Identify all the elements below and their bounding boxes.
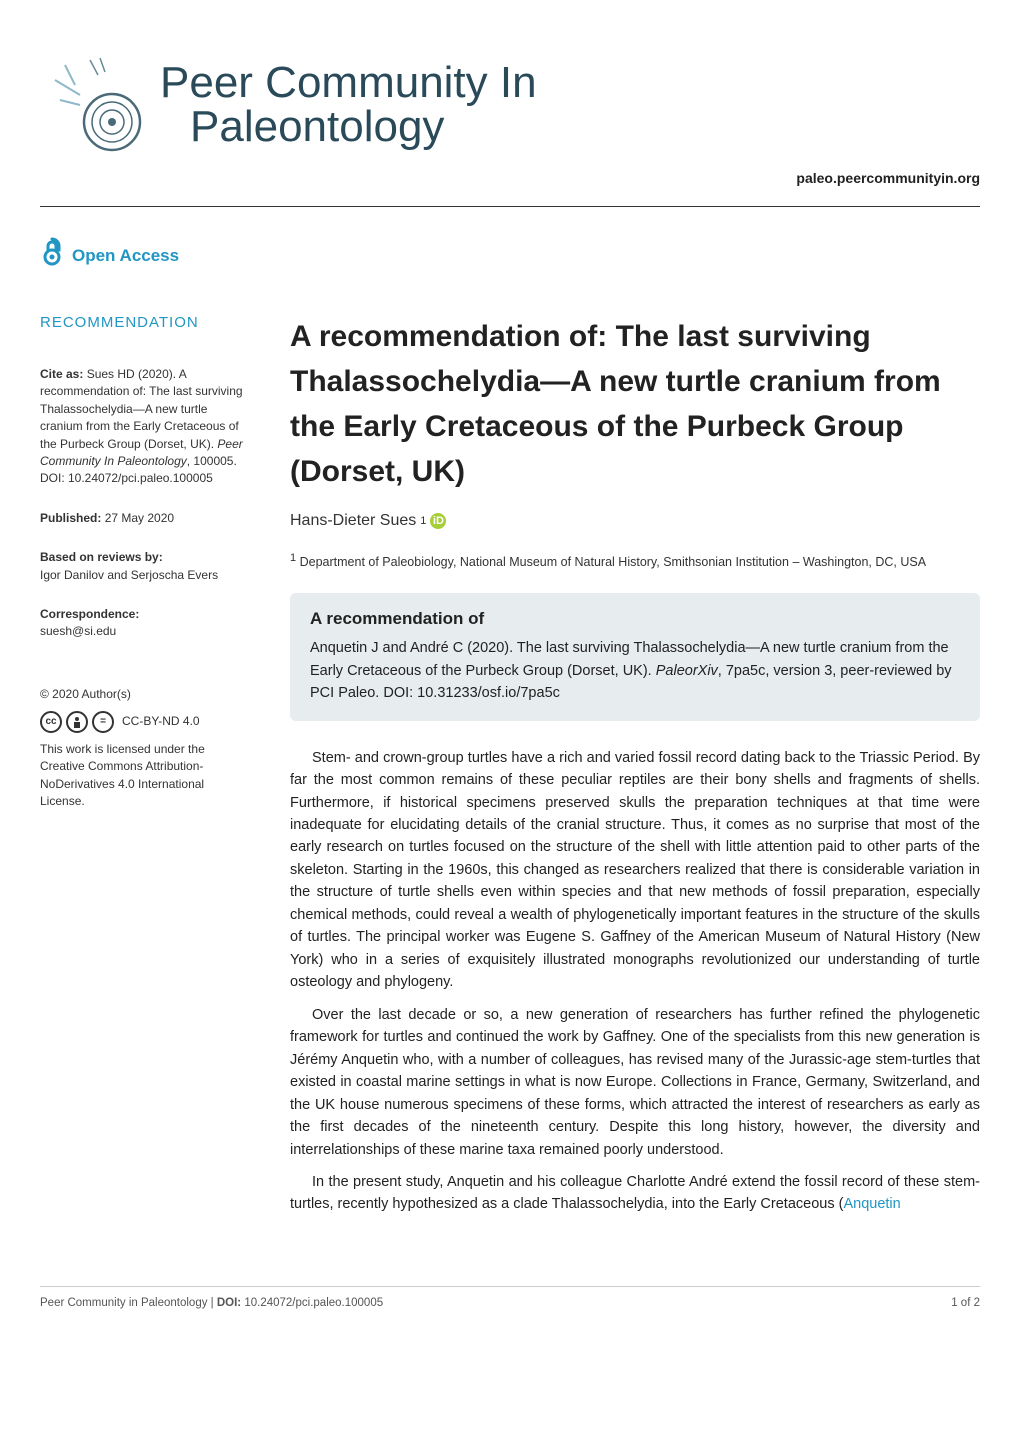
recommendation-label: RECOMMENDATION — [40, 314, 250, 331]
open-access-label: Open Access — [72, 246, 179, 266]
affil-sup: 1 — [290, 552, 296, 564]
footer-page-number: 1 of 2 — [951, 1297, 980, 1309]
footer-left-prefix: Peer Community in Paleontology | — [40, 1297, 217, 1309]
license-short: CC-BY-ND 4.0 — [122, 713, 200, 730]
footer-doi[interactable]: 10.24072/pci.paleo.100005 — [244, 1297, 383, 1309]
reviewers-block: Based on reviews by: Igor Danilov and Se… — [40, 549, 250, 584]
nd-icon: = — [92, 711, 114, 733]
page-footer: Peer Community in Paleontology | DOI: 10… — [40, 1286, 980, 1309]
correspondence-label: Correspondence: — [40, 607, 139, 621]
logo-text: Peer Community In Paleontology — [160, 61, 537, 149]
logo-fossil-art — [40, 50, 150, 160]
orcid-icon[interactable]: iD — [430, 513, 446, 529]
cite-as-block: Cite as: Sues HD (2020). A recommendatio… — [40, 366, 250, 488]
reviewers-value: Igor Danilov and Serjoscha Evers — [40, 568, 218, 582]
logo-wrap: Peer Community In Paleontology — [40, 50, 980, 160]
recommendation-box: A recommendation of Anquetin J and André… — [290, 593, 980, 720]
header-rule — [40, 206, 980, 207]
license-row: cc = CC-BY-ND 4.0 — [40, 711, 250, 733]
footer-doi-label: DOI: — [217, 1297, 244, 1309]
main-content: A recommendation of: The last surviving … — [290, 314, 980, 1226]
affil-text: Department of Paleobiology, National Mus… — [300, 555, 926, 569]
reviewers-label: Based on reviews by: — [40, 550, 163, 564]
by-icon — [66, 711, 88, 733]
body-paragraph-3: In the present study, Anquetin and his c… — [290, 1171, 980, 1216]
author-name: Hans-Dieter Sues — [290, 512, 416, 530]
citation-link[interactable]: Anquetin — [843, 1196, 900, 1212]
logo-text-line1: Peer Community In — [160, 58, 537, 107]
published-value: 27 May 2020 — [105, 511, 174, 525]
author-affil-sup: 1 — [420, 515, 426, 527]
article-title: A recommendation of: The last surviving … — [290, 314, 980, 494]
body-paragraph-2: Over the last decade or so, a new genera… — [290, 1004, 980, 1161]
cite-as-label: Cite as: — [40, 367, 83, 381]
footer-left: Peer Community in Paleontology | DOI: 10… — [40, 1297, 383, 1309]
published-block: Published: 27 May 2020 — [40, 510, 250, 527]
copyright-block: © 2020 Author(s) cc = CC-BY-ND 4.0 This … — [40, 686, 250, 811]
rec-box-heading: A recommendation of — [310, 609, 960, 629]
correspondence-block: Correspondence: suesh@si.edu — [40, 606, 250, 641]
rec-box-journal: PaleorXiv — [656, 663, 718, 679]
open-access-icon — [40, 237, 64, 274]
open-access-badge: Open Access — [40, 237, 980, 274]
published-label: Published: — [40, 511, 101, 525]
body-paragraph-1: Stem- and crown-group turtles have a ric… — [290, 747, 980, 994]
cc-icons: cc = — [40, 711, 114, 733]
author-line: Hans-Dieter Sues 1 iD — [290, 512, 980, 530]
cc-icon: cc — [40, 711, 62, 733]
license-text: This work is licensed under the Creative… — [40, 742, 205, 808]
copyright-text: © 2020 Author(s) — [40, 687, 131, 701]
affiliation: 1 Department of Paleobiology, National M… — [290, 552, 980, 569]
sidebar: RECOMMENDATION Cite as: Sues HD (2020). … — [40, 314, 250, 1226]
header-logo-block: Peer Community In Paleontology paleo.pee… — [40, 50, 980, 186]
rec-box-body: Anquetin J and André C (2020). The last … — [310, 637, 960, 704]
correspondence-value[interactable]: suesh@si.edu — [40, 624, 116, 638]
site-url[interactable]: paleo.peercommunityin.org — [40, 170, 980, 186]
logo-text-line2: Paleontology — [190, 105, 537, 149]
